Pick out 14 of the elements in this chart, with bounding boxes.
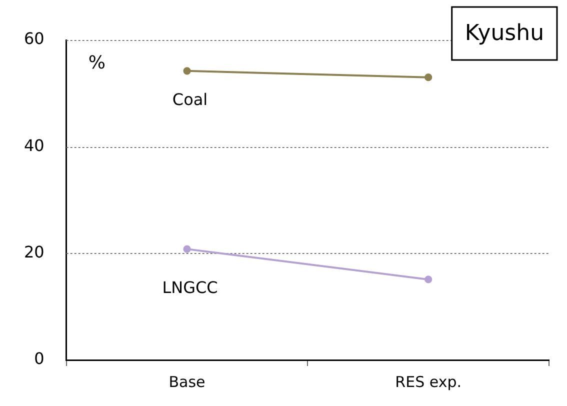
y-tick-label: 40 [24, 136, 44, 155]
point [424, 276, 432, 284]
chart-title: Kyushu [464, 21, 544, 46]
x-tick-label: RES exp. [395, 372, 462, 391]
series-label: Coal [172, 90, 208, 110]
x-tick-label: Base [168, 372, 206, 391]
point [183, 67, 191, 75]
point [424, 74, 432, 82]
y-axis-title: % [88, 52, 106, 74]
point [183, 245, 191, 253]
series-label: LNGCC [162, 278, 218, 298]
y-tick-label: 0 [34, 349, 44, 368]
y-tick-label: 60 [24, 29, 44, 48]
y-tick-label: 20 [24, 242, 44, 262]
